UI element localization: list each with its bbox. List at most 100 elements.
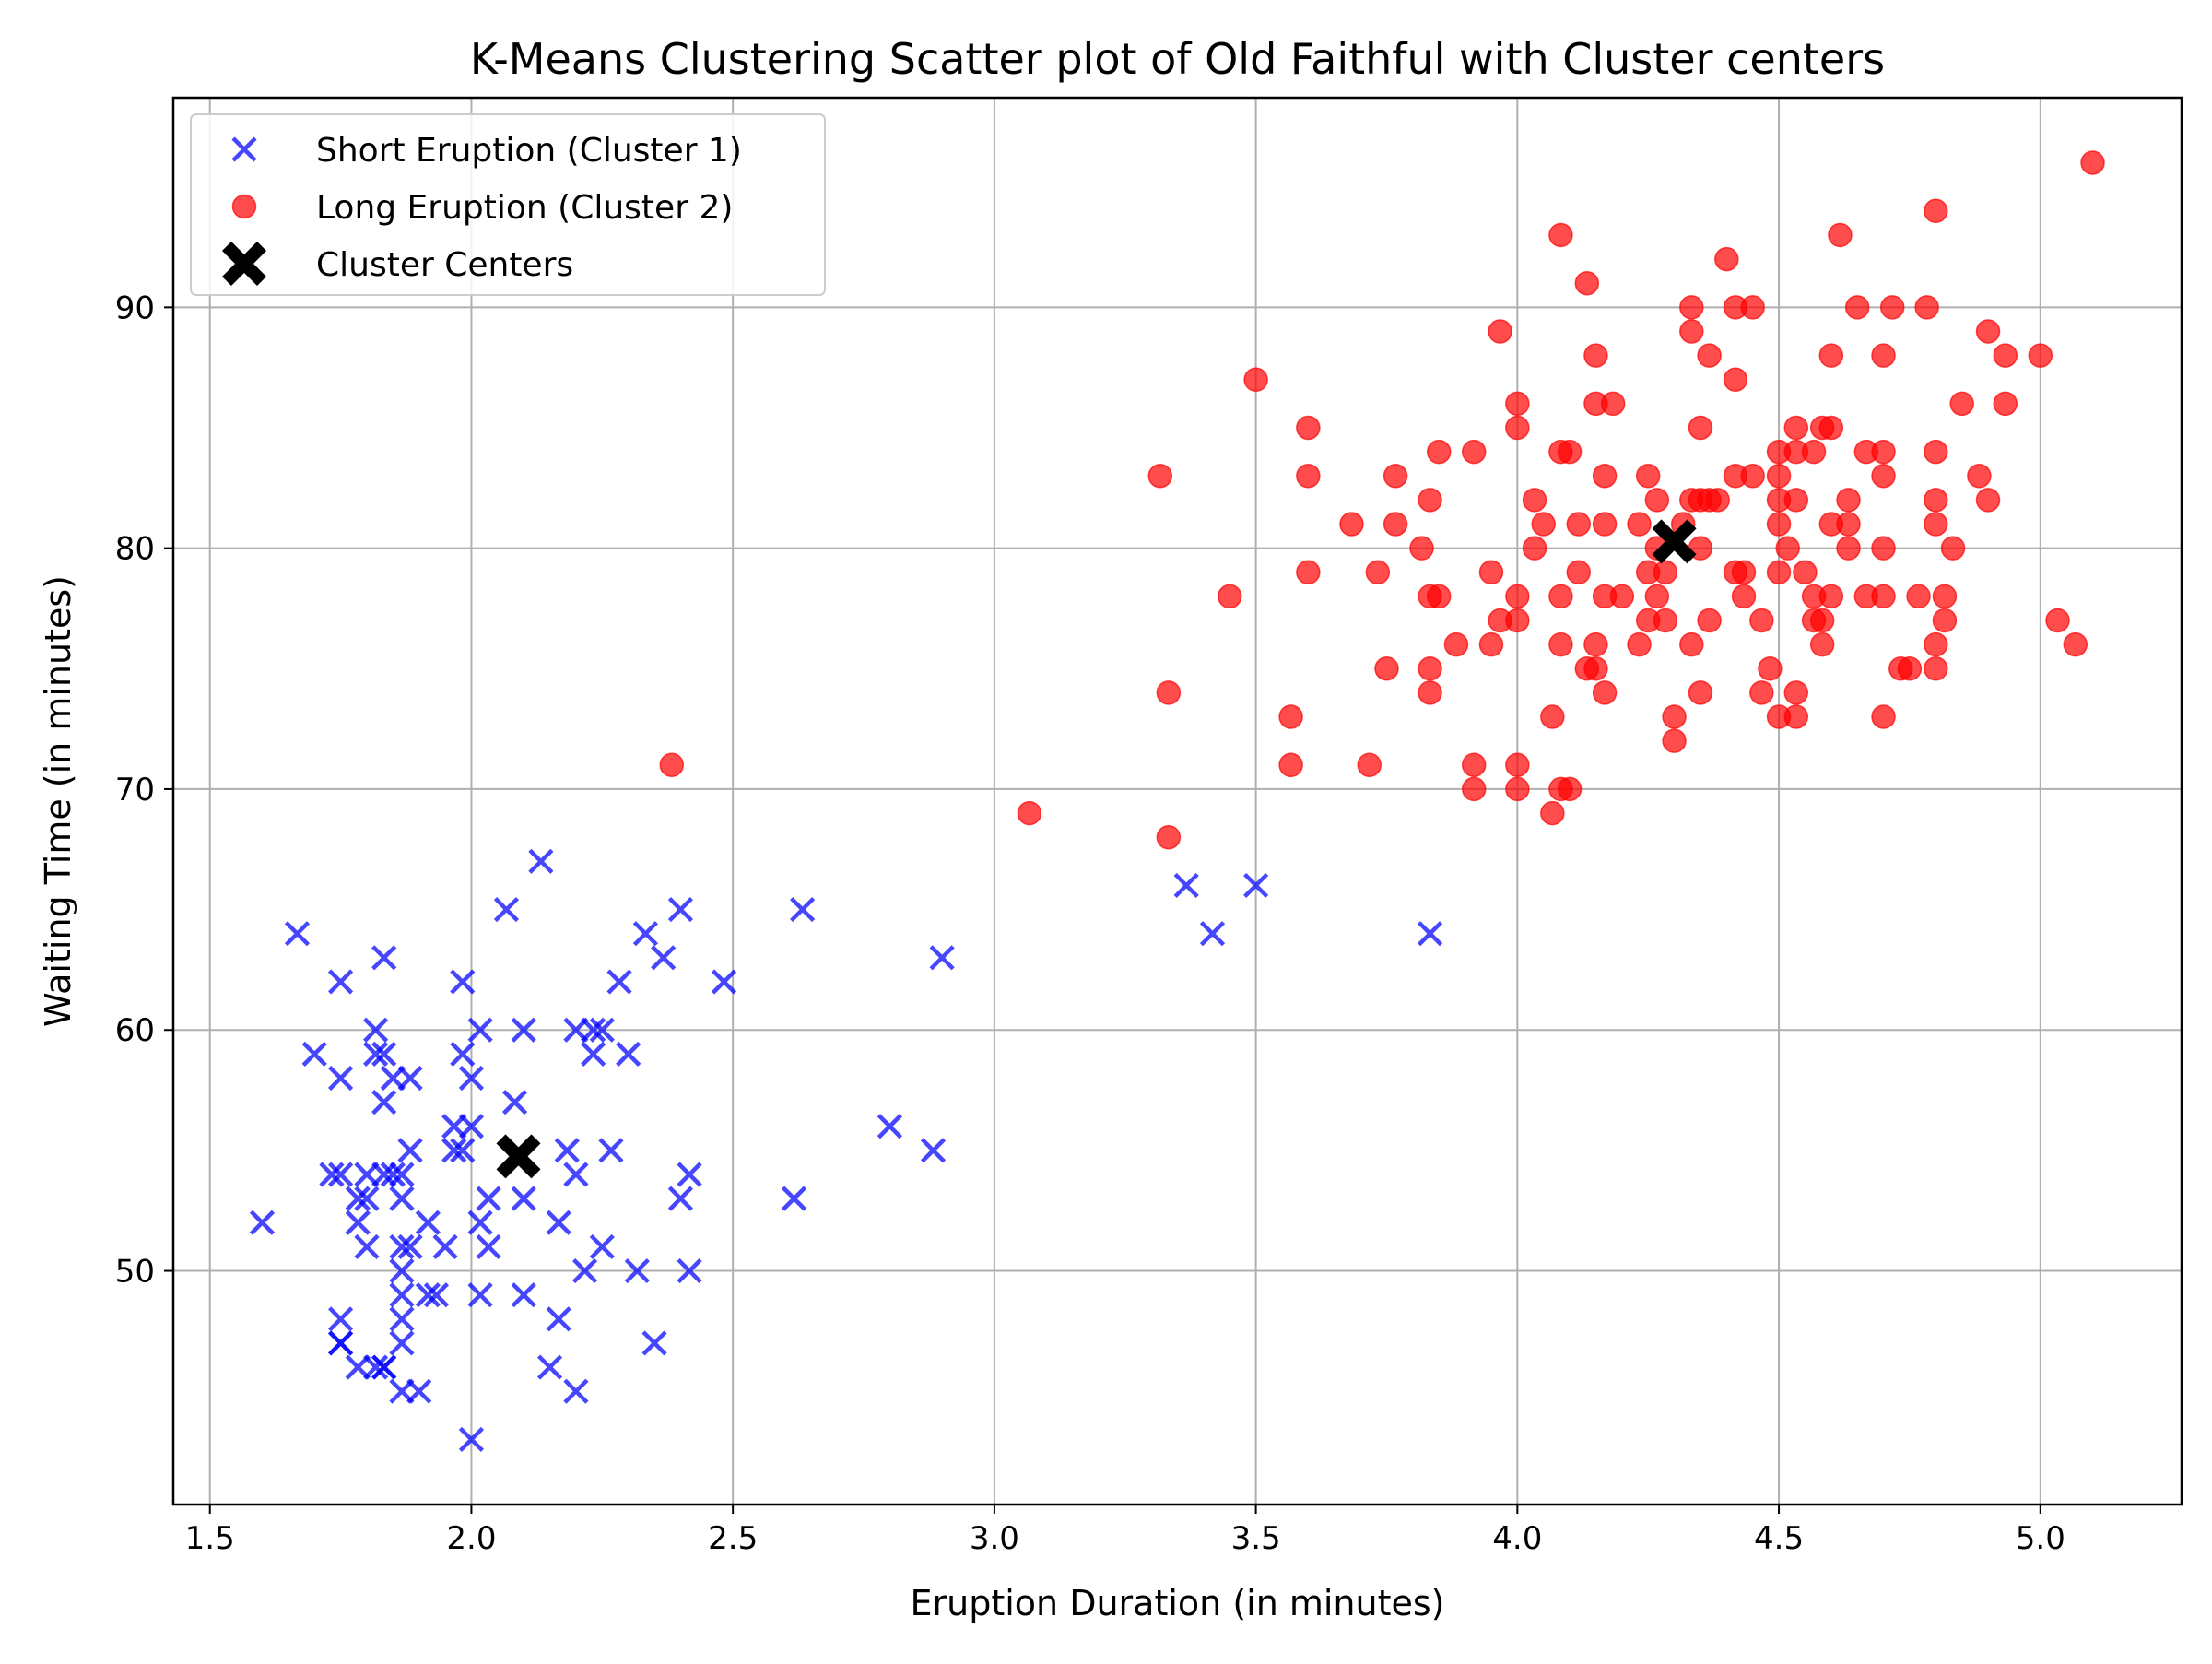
cluster-1-point <box>363 1041 389 1067</box>
cluster-2-point <box>1731 560 1757 585</box>
cluster-2-point <box>1924 631 1948 657</box>
cluster-1-point-stroke <box>667 896 694 923</box>
cluster-2-point <box>1932 584 1958 609</box>
cluster-2-point <box>1409 536 1434 561</box>
cluster-1-point-stroke <box>467 1210 493 1235</box>
y-tick-label: 90 <box>115 289 155 326</box>
cluster-1-point-stroke <box>345 1186 371 1211</box>
cluster-1-point-stroke <box>389 1282 415 1308</box>
cluster-1-point <box>458 1426 485 1453</box>
cluster-1-point <box>371 1041 397 1067</box>
cluster-1-point-stroke <box>327 1065 354 1092</box>
cluster-1-point-stroke <box>406 1378 432 1404</box>
cluster-1-point-stroke <box>363 1041 389 1067</box>
cluster-2-point <box>1522 488 1547 513</box>
cluster-1-point-stroke <box>354 1233 380 1259</box>
cluster-1-point-stroke <box>423 1282 450 1308</box>
cluster-1-point-stroke <box>476 1233 501 1259</box>
cluster-1-point-stroke <box>345 1210 371 1235</box>
cluster-2-point <box>1679 631 1704 657</box>
cluster-2-point <box>1357 752 1382 778</box>
cluster-1-point <box>1173 872 1199 899</box>
series-3 <box>496 519 1697 1179</box>
cluster-1-point <box>589 1233 615 1259</box>
cluster-2-point <box>1156 680 1182 705</box>
cluster-1-point-stroke <box>546 1210 571 1235</box>
cluster-1-point-stroke <box>397 1233 423 1259</box>
cluster-2-point <box>1783 680 1809 705</box>
cluster-2-point <box>1940 536 1966 561</box>
cluster-2-point <box>1600 391 1626 417</box>
y-tick-label: 50 <box>115 1254 155 1291</box>
cluster-1-point <box>389 1306 415 1332</box>
x-tick-label: 1.5 <box>185 1520 235 1557</box>
cluster-2-point <box>1418 656 1442 681</box>
cluster-2-point <box>1653 560 1678 585</box>
cluster-2-point <box>1426 439 1452 465</box>
cluster-1-point-stroke <box>616 1041 641 1067</box>
cluster-2-point <box>2063 631 2088 657</box>
cluster-2-point <box>1627 631 1652 657</box>
cluster-2-point <box>1488 319 1512 344</box>
cluster-1-point-stroke <box>581 1041 606 1067</box>
cluster-1-point-stroke <box>554 1138 580 1163</box>
x-tick-label: 2.0 <box>446 1520 496 1557</box>
cluster-1-point <box>458 1065 485 1092</box>
cluster-2-point <box>1662 728 1687 753</box>
cluster-2-point <box>1809 631 1835 657</box>
cluster-1-point <box>415 1282 441 1308</box>
cluster-1-point <box>606 969 632 995</box>
cluster-2-point <box>1949 391 1974 417</box>
cluster-1-point <box>589 1017 615 1043</box>
legend-label: Cluster Centers <box>316 246 573 284</box>
cluster-1-point-stroke <box>397 1138 423 1163</box>
cluster-1-point-stroke <box>1417 921 1443 947</box>
cluster-2-point <box>1592 512 1618 537</box>
cluster-1-point <box>641 1330 667 1356</box>
cluster-2-point <box>1766 463 1792 489</box>
cluster-2-point <box>1679 295 1704 320</box>
cluster-2-point <box>1924 512 1948 537</box>
cluster-1-point <box>450 1138 476 1163</box>
cluster-2-point <box>1478 560 1504 585</box>
cluster-1-point <box>354 1186 380 1211</box>
cluster-1-point-stroke <box>589 1233 615 1259</box>
cluster-2-point <box>1766 512 1792 537</box>
cluster-2-point <box>1557 776 1583 802</box>
cluster-1-point-stroke <box>1243 872 1269 899</box>
cluster-1-point-stroke <box>389 1233 415 1259</box>
cluster-1-point <box>327 969 354 995</box>
cluster-1-point <box>616 1041 641 1067</box>
cluster-2-point <box>1382 512 1408 537</box>
y-axis-title: Waiting Time (in minutes) <box>38 575 78 1027</box>
cluster-2-point <box>1278 704 1303 729</box>
cluster-2-point <box>1809 608 1835 633</box>
cluster-1-point <box>397 1065 423 1092</box>
cluster-1-point-stroke <box>1173 872 1199 899</box>
cluster-1-point <box>354 1233 380 1259</box>
cluster-2-point <box>1540 704 1565 729</box>
cluster-1-point-stroke <box>432 1233 458 1259</box>
cluster-1-point <box>790 896 816 923</box>
cluster-2-point <box>1783 415 1809 441</box>
cluster-1-point <box>345 1186 371 1211</box>
x-tick-label: 5.0 <box>2016 1520 2065 1557</box>
cluster-1-point <box>363 1017 389 1043</box>
cluster-2-point <box>1993 391 2018 417</box>
cluster-1-point <box>781 1186 807 1211</box>
cluster-1-point-stroke <box>363 1017 389 1043</box>
cluster-2-point <box>1697 343 1722 368</box>
cluster-1-point <box>371 1354 397 1380</box>
cluster-1-point-stroke <box>571 1257 598 1284</box>
cluster-1-point-stroke <box>624 1257 650 1284</box>
cluster-2-point <box>1740 463 1765 489</box>
cluster-2-point <box>1583 656 1608 681</box>
cluster-2-point <box>1723 367 1748 392</box>
cluster-1-point-stroke <box>467 1017 493 1043</box>
cluster-1-point-stroke <box>651 945 677 971</box>
cluster-1-point-stroke <box>790 896 816 923</box>
cluster-1-point <box>571 1257 598 1284</box>
cluster-2-point <box>1627 512 1652 537</box>
cluster-1-point-stroke <box>450 1138 476 1163</box>
